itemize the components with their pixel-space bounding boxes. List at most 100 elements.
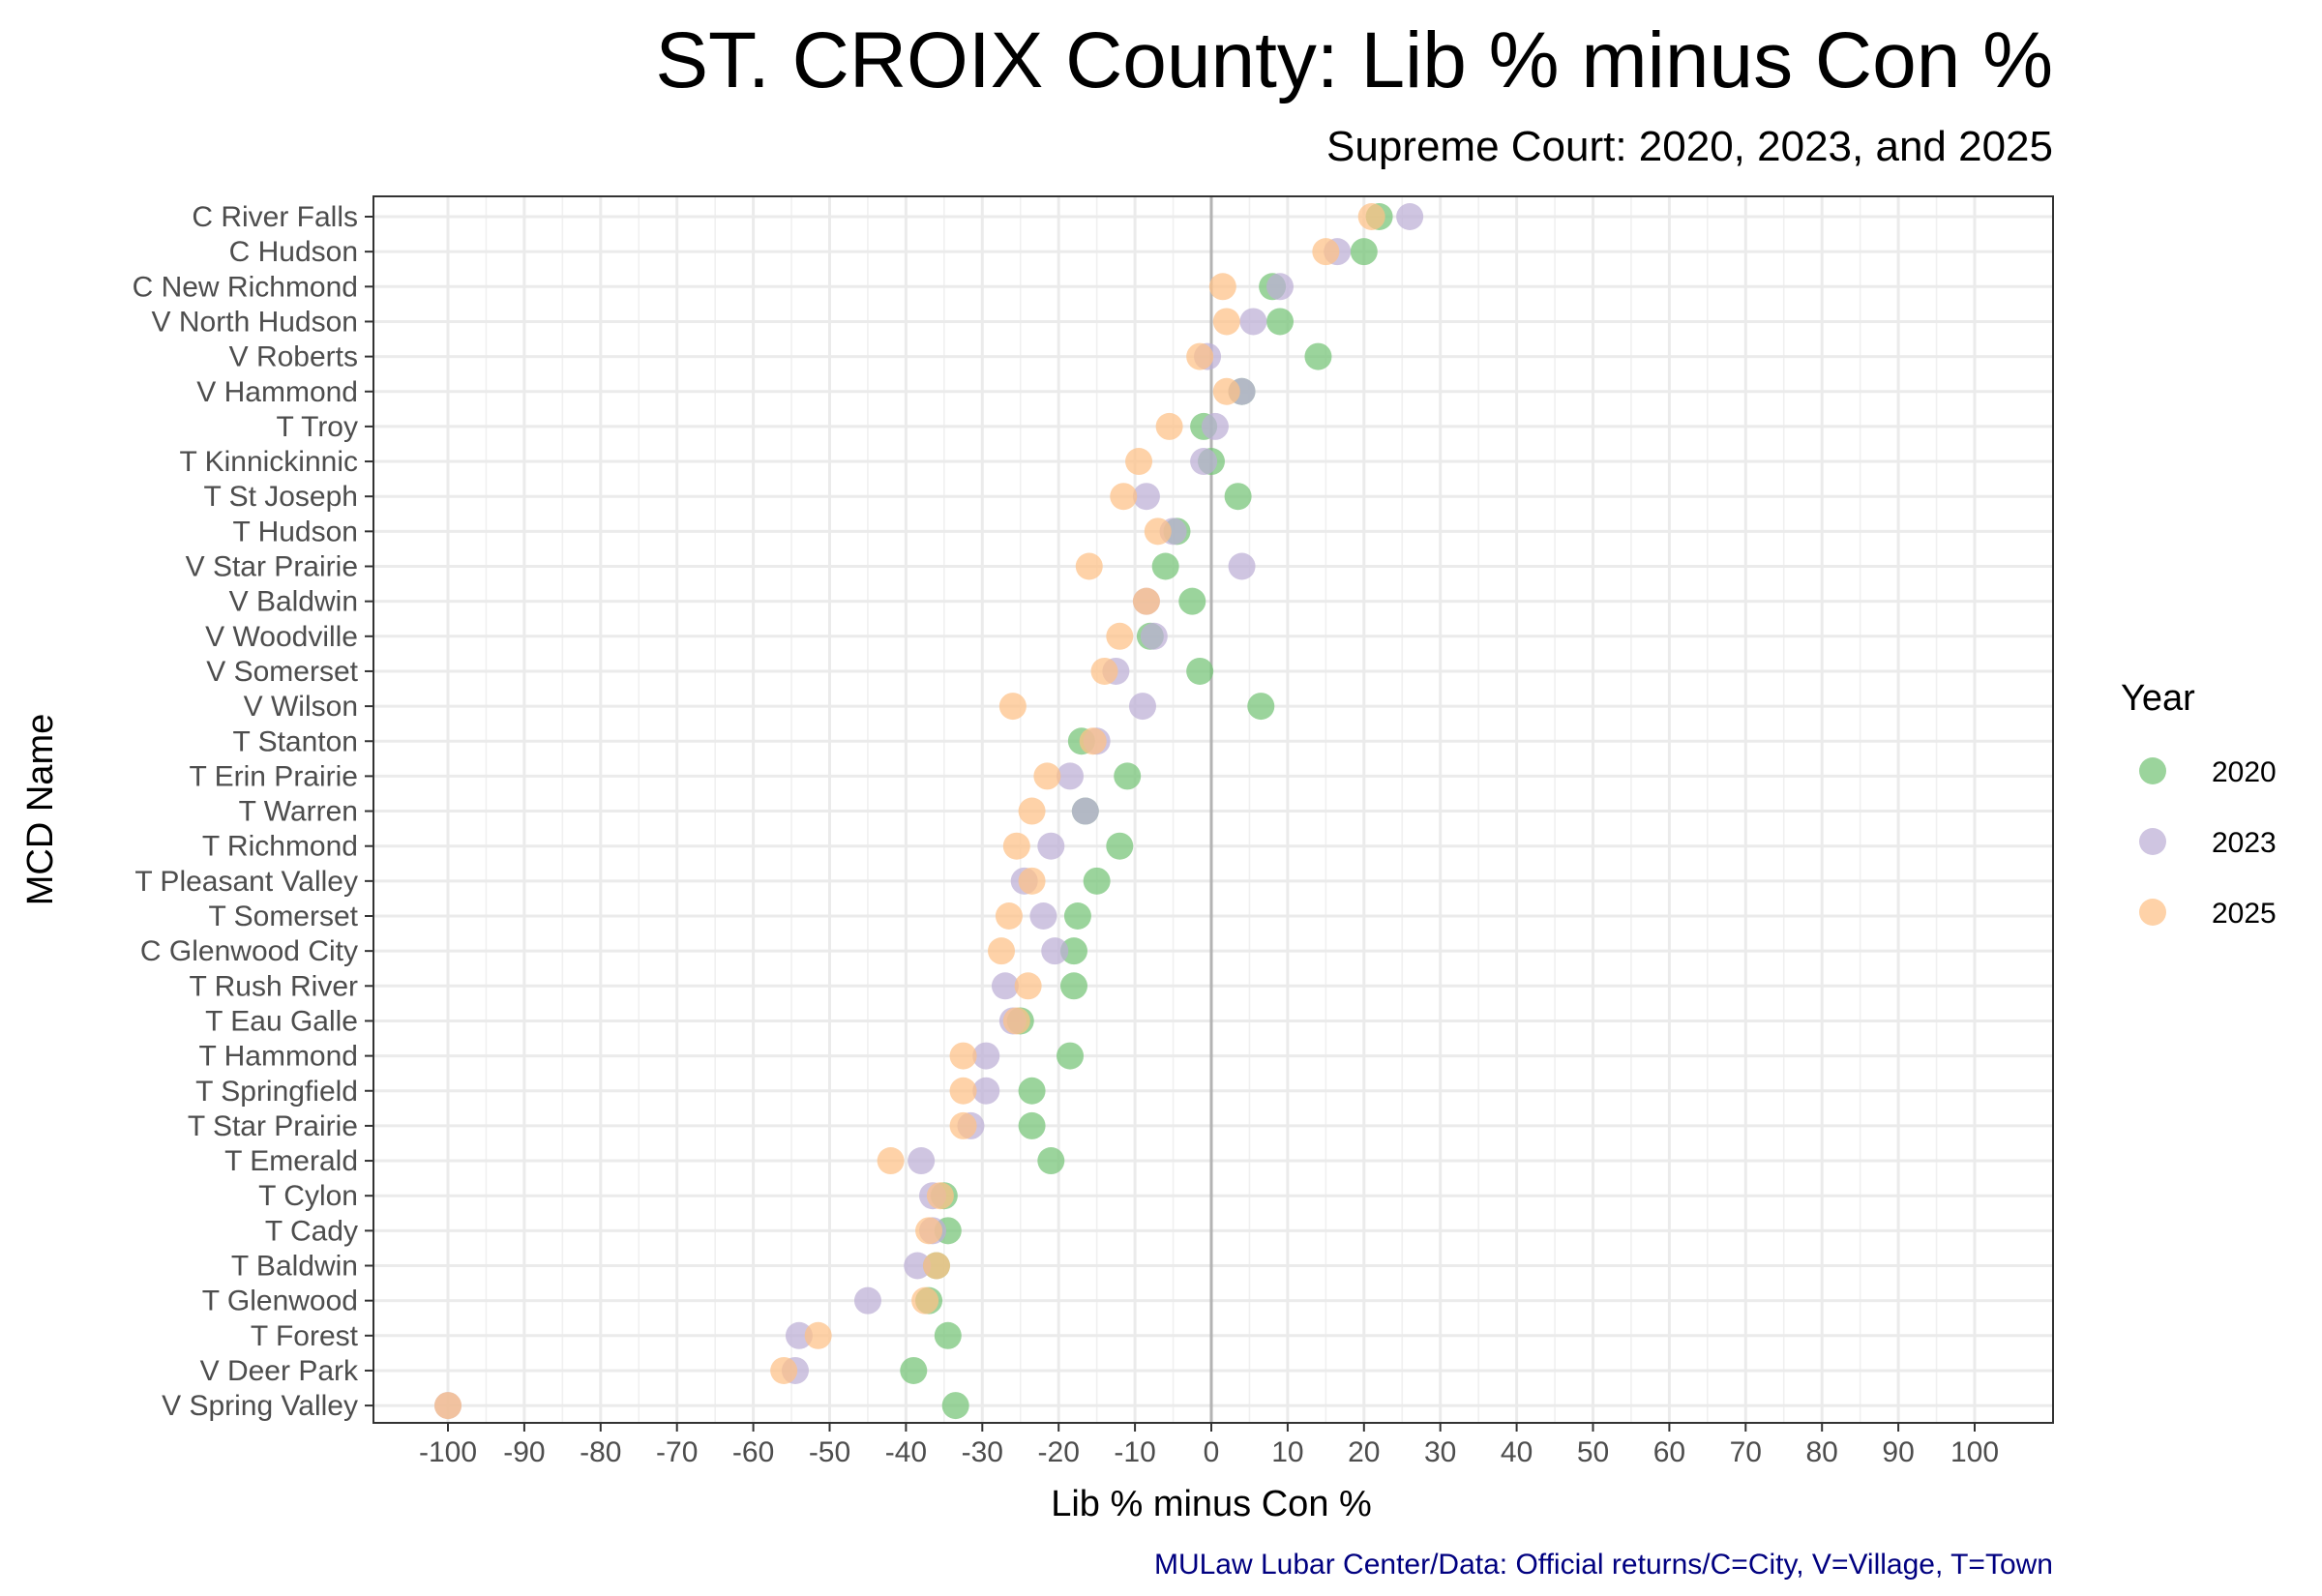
data-point-2023	[1128, 693, 1156, 721]
x-tick-label: 20	[1348, 1436, 1380, 1468]
data-point-2025	[1212, 308, 1240, 336]
y-tick-label: T Cady	[265, 1215, 358, 1247]
data-point-2025	[995, 902, 1023, 930]
x-tick-label: -90	[503, 1436, 545, 1468]
x-tick-label: -80	[580, 1436, 621, 1468]
x-tick-label: -70	[656, 1436, 698, 1468]
data-point-2020	[1304, 342, 1332, 370]
data-point-2025	[1357, 203, 1385, 230]
data-point-2025	[1186, 342, 1214, 370]
data-point-2023	[991, 972, 1019, 1000]
legend-label: 2023	[2212, 827, 2277, 859]
data-point-2023	[1190, 448, 1218, 476]
y-tick-label: T Warren	[239, 796, 358, 828]
y-tick-label: V Hammond	[196, 376, 358, 408]
y-tick-label: T Rush River	[190, 970, 359, 1002]
x-tick-label: 80	[1806, 1436, 1838, 1468]
data-point-2023	[1396, 203, 1424, 230]
data-point-2025	[1018, 797, 1046, 825]
data-point-2020	[1018, 1077, 1046, 1105]
data-point-2025	[1002, 832, 1030, 860]
data-point-2023	[1228, 552, 1256, 580]
data-point-2025	[1155, 412, 1183, 440]
data-point-2020	[934, 1321, 962, 1349]
y-tick-label: V Baldwin	[229, 586, 358, 618]
y-tick-label: T Eau Galle	[205, 1005, 358, 1037]
legend-key-2025	[2139, 899, 2166, 926]
data-point-2025	[1144, 517, 1172, 546]
data-point-2020	[1083, 867, 1111, 895]
legend: Year 2020 2023 2025	[2121, 678, 2277, 930]
data-point-2025	[988, 937, 1016, 965]
x-tick-label: 90	[1882, 1436, 1914, 1468]
data-point-2023	[1041, 937, 1069, 965]
data-point-2020	[1266, 308, 1295, 336]
x-tick-label: -100	[419, 1436, 477, 1468]
y-tick-label: T Forest	[251, 1320, 359, 1352]
x-tick-label: -20	[1038, 1436, 1080, 1468]
data-point-2023	[1132, 483, 1160, 511]
y-tick-label: T Hudson	[232, 516, 358, 547]
data-point-2025	[434, 1392, 461, 1420]
y-tick-label: T Pleasant Valley	[134, 866, 358, 898]
data-point-2025	[1208, 273, 1236, 301]
data-point-2020	[1018, 1111, 1046, 1139]
data-point-2020	[1063, 902, 1091, 930]
y-tick-label: V North Hudson	[152, 306, 358, 338]
data-point-2025	[926, 1182, 954, 1210]
chart-title: ST. CROIX County: Lib % minus Con %	[655, 16, 2053, 104]
data-point-2025	[949, 1042, 977, 1070]
data-point-2025	[1106, 622, 1134, 650]
y-tick-label: V Somerset	[206, 656, 358, 688]
data-point-2020	[900, 1356, 928, 1384]
data-point-2025	[1075, 552, 1103, 580]
y-tick-label: C River Falls	[192, 201, 358, 233]
data-point-2020	[1059, 937, 1087, 965]
y-tick-label: V Woodville	[205, 621, 358, 653]
data-point-2025	[804, 1321, 832, 1349]
data-points	[434, 203, 1424, 1420]
data-point-2020	[1151, 552, 1179, 580]
x-tick-label: 50	[1577, 1436, 1609, 1468]
x-tick-label: -30	[962, 1436, 1003, 1468]
data-point-2025	[1110, 483, 1138, 511]
data-point-2023	[904, 1252, 932, 1280]
x-tick-label: 30	[1424, 1436, 1456, 1468]
data-point-2020	[1247, 693, 1275, 721]
data-point-2020	[1114, 762, 1142, 790]
grid-lines	[373, 196, 2053, 1423]
data-point-2023	[1201, 412, 1229, 440]
data-point-2025	[1033, 762, 1061, 790]
data-point-2025	[915, 1217, 943, 1245]
y-tick-label: T Troy	[277, 411, 358, 443]
y-tick-label: T Kinnickinnic	[179, 446, 358, 478]
data-point-2025	[998, 693, 1027, 721]
data-point-2023	[1239, 308, 1267, 336]
data-point-2020	[941, 1392, 969, 1420]
y-tick-label: T Erin Prairie	[190, 760, 359, 792]
data-point-2020	[1350, 238, 1378, 266]
y-tick-label: C Hudson	[229, 236, 358, 268]
legend-key-2020	[2139, 757, 2166, 784]
y-tick-label: V Spring Valley	[162, 1390, 358, 1422]
y-tick-label: T Emerald	[224, 1145, 358, 1177]
y-tick-label: C New Richmond	[133, 271, 358, 303]
x-axis-ticks: -100 -90 -80 -70 -60 -50 -40 -30 -20 -10 0 10 20 30 40…	[419, 1423, 1999, 1468]
x-tick-label: -50	[809, 1436, 850, 1468]
y-tick-label: T Hammond	[198, 1041, 358, 1073]
data-point-2025	[877, 1147, 905, 1175]
y-tick-label: T Springfield	[195, 1076, 358, 1108]
data-point-2025	[949, 1111, 977, 1139]
y-tick-label: V Roberts	[229, 341, 358, 373]
plot-border	[372, 195, 2054, 1424]
data-point-2020	[1037, 1147, 1065, 1175]
legend-title: Year	[2121, 678, 2195, 719]
data-point-2025	[949, 1077, 977, 1105]
data-point-2025	[1132, 587, 1160, 615]
data-point-2025	[1018, 867, 1046, 895]
x-tick-label: -40	[885, 1436, 927, 1468]
x-tick-label: 70	[1730, 1436, 1762, 1468]
data-point-2020	[1178, 587, 1206, 615]
x-tick-label: -10	[1114, 1436, 1155, 1468]
